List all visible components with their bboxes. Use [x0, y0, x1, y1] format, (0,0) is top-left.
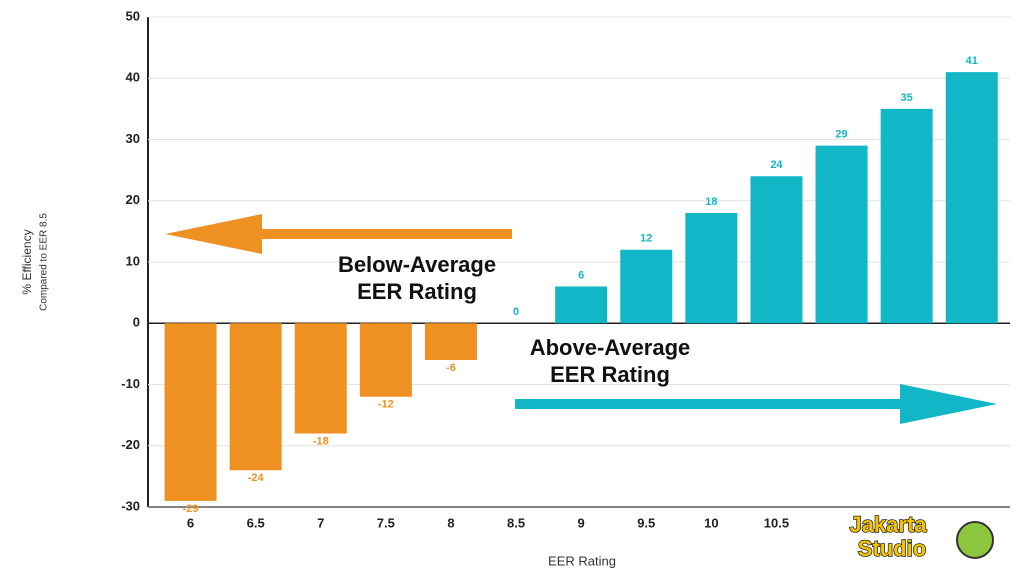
value-label: 18: [705, 196, 717, 208]
left-arrow: [165, 214, 512, 254]
y-tick-label: 50: [126, 8, 140, 23]
bar: [815, 145, 868, 324]
y-axis-label: % Efficiency: [20, 229, 34, 294]
x-tick-label: 8: [447, 515, 454, 530]
annotation: Above-Average: [530, 335, 691, 360]
x-tick-label: 10: [704, 515, 718, 530]
bar: [555, 286, 608, 324]
y-tick-label: -10: [121, 376, 140, 391]
x-tick-label: 9: [578, 515, 585, 530]
y-tick-label: 40: [126, 70, 140, 85]
bar: [620, 249, 673, 324]
value-label: 35: [901, 92, 913, 104]
y-tick-label: -30: [121, 498, 140, 513]
right-arrow: [515, 384, 997, 424]
annotation: EER Rating: [550, 362, 670, 387]
bar: [164, 323, 217, 501]
y-tick-label: 20: [126, 192, 140, 207]
value-label: -18: [313, 435, 329, 447]
bar: [229, 323, 282, 471]
bar: [294, 323, 347, 434]
x-tick-label: 8.5: [507, 515, 525, 530]
annotation: EER Rating: [357, 279, 477, 304]
bar: [945, 72, 998, 324]
x-axis-label: EER Rating: [548, 553, 616, 568]
watermark: Jakarta: [849, 512, 927, 537]
value-label: -29: [183, 503, 199, 515]
y-axis-sublabel: Compared to EER 8.5: [39, 213, 50, 311]
value-label: 12: [640, 233, 652, 245]
y-tick-label: 10: [126, 253, 140, 268]
x-tick-label: 7: [317, 515, 324, 530]
y-tick-label: -20: [121, 437, 140, 452]
value-label: 29: [835, 129, 847, 141]
value-label: -6: [446, 362, 456, 374]
value-label: 0: [513, 306, 519, 318]
value-label: -24: [248, 472, 265, 484]
x-tick-label: 6: [187, 515, 194, 530]
x-tick-label: 6.5: [247, 515, 265, 530]
bar: [750, 176, 803, 324]
x-tick-label: 9.5: [637, 515, 655, 530]
logo-icon: [956, 521, 994, 559]
y-tick-label: 0: [133, 315, 140, 330]
watermark: Studio: [858, 536, 926, 561]
value-label: 24: [770, 159, 783, 171]
x-tick-label: 7.5: [377, 515, 395, 530]
bar: [880, 108, 933, 324]
bar: [359, 323, 412, 397]
value-label: 41: [966, 55, 978, 67]
value-label: 6: [578, 269, 584, 281]
plot-area: -30-20-10010203040506-296.5-247-187.5-12…: [121, 8, 1010, 530]
x-tick-label: 10.5: [764, 515, 789, 530]
bar: [424, 323, 477, 360]
bar: [685, 213, 738, 324]
annotation: Below-Average: [338, 252, 496, 277]
value-label: -12: [378, 399, 394, 411]
y-tick-label: 30: [126, 131, 140, 146]
